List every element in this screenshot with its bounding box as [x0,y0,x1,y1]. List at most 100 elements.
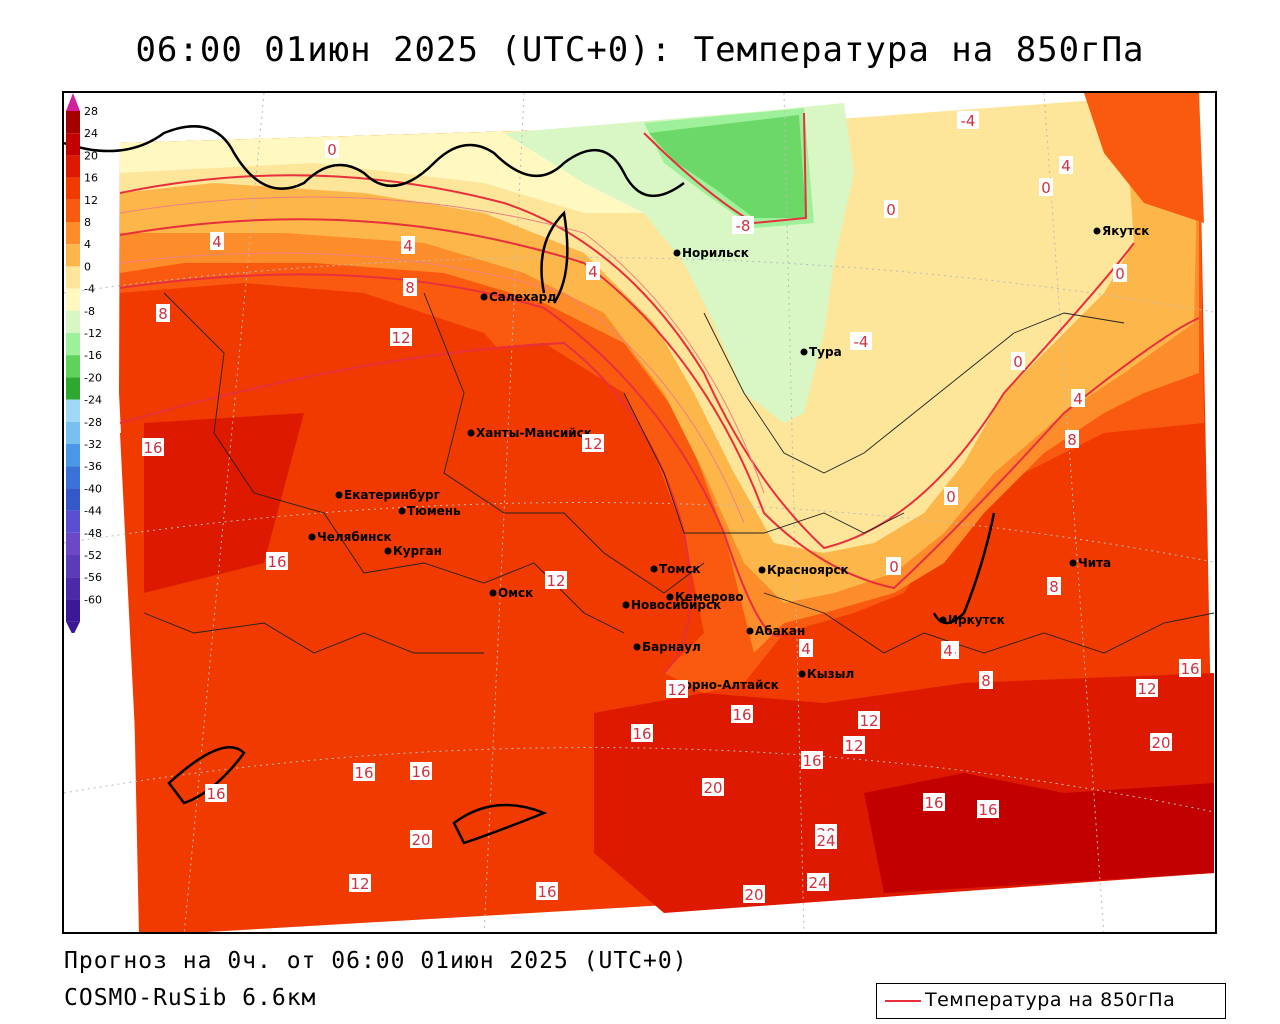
isotherm-label-box [1047,577,1061,595]
isotherm-label: 16 [267,553,286,571]
colorbar-swatch [66,222,80,245]
city-label: Омск [498,586,533,600]
isotherm-label-box [410,762,432,780]
isotherm-label: 16 [632,725,651,743]
city-marker [939,616,947,624]
city-marker [398,507,406,515]
isotherm-label: 8 [1049,578,1059,596]
city-label: Якутск [1102,224,1149,238]
isotherm-label: -8 [736,217,751,235]
city-label: Иркутск [948,613,1005,627]
city-label: Чита [1078,556,1111,570]
city-label: Салехард [489,290,557,304]
colorbar-swatch [66,577,80,600]
isotherm-label: 16 [802,752,821,770]
colorbar-tick-label: 20 [84,149,98,162]
colorbar-swatch [66,133,80,156]
legend-label: Температура на 850гПа [925,989,1176,1011]
colorbar-tick-label: 28 [84,105,98,118]
isotherm-label-box [801,751,823,769]
isotherm-label: 4 [1073,390,1083,408]
colorbar-tick-label: 12 [84,194,98,207]
isotherm-label: 20 [703,779,722,797]
colorbar-tick-label: -24 [84,394,102,407]
colorbar-swatch [66,266,80,289]
temperature-map: Норильск Якутск Салехард Тура Ханты-Мансийск… [62,91,1217,934]
colorbar-swatch [66,111,80,134]
colorbar-tick-label: -8 [84,305,95,318]
isotherm-label: -4 [854,333,869,351]
isotherm-label: 16 [978,801,997,819]
isotherm-label-box [1039,178,1053,196]
isotherm-label: 12 [859,712,878,730]
isotherm-label-box [843,736,865,754]
isotherm-label: 4 [1061,157,1071,175]
city-marker [1093,227,1101,235]
isotherm-label-box [807,873,829,891]
city-label: Ханты-Мансийск [476,426,592,440]
colorbar-tick-label: -28 [84,416,102,429]
isotherm-label-box [944,487,958,505]
isotherm-label: 12 [350,875,369,893]
isotherm-label: 12 [583,435,602,453]
city-label: Екатеринбург [344,488,440,502]
colorbar-swatch [66,310,80,333]
colorbar-tick-label: -56 [84,571,102,584]
colorbar-swatch [66,510,80,533]
city-label: Новосибирск [631,598,721,612]
city-marker [335,491,343,499]
isotherm-label-box [142,438,164,456]
map-title: 06:00 01июн 2025 (UTC+0): Температура на… [135,30,1145,70]
colorbar-tick-label: 0 [84,260,91,273]
city-marker [480,293,488,301]
city-marker [650,565,658,573]
colorbar-tick-label: -36 [84,460,102,473]
isotherm-label-box [732,216,754,234]
city-marker [666,593,674,601]
colorbar-tick-label: 16 [84,172,98,185]
isotherm-label-box [1011,352,1025,370]
isotherm-label-box [957,111,979,129]
city-marker [798,670,806,678]
colorbar-tick-label: -48 [84,527,102,540]
isotherm-label-box [403,278,417,296]
isotherm-label-box [858,711,880,729]
isotherm-label-box [743,885,765,903]
city-marker [800,348,808,356]
isotherm-label-box [1059,156,1073,174]
isotherm-label: 8 [405,279,415,297]
city-marker [1069,559,1077,567]
isotherm-label: 8 [1067,431,1077,449]
model-name: COSMO-RuSib 6.6км [64,985,317,1011]
colorbar-swatch [66,488,80,511]
isotherm-label-box [353,763,375,781]
isotherm-label: 16 [924,794,943,812]
isotherm-label: 4 [212,233,222,251]
colorbar-swatch [66,421,80,444]
isotherm-label-box [731,705,753,723]
isotherm-label-box [631,724,653,742]
colorbar-tick-label: -44 [84,505,102,518]
colorbar-tick-label: -4 [84,283,95,296]
isotherm-label: 0 [1115,265,1125,283]
isotherm-label-box [1136,679,1158,697]
isotherm-label: 20 [411,831,430,849]
isotherm-label: 0 [1041,179,1051,197]
colorbar-swatch [66,333,80,356]
colorbar-swatch [66,377,80,400]
isotherm-label-box [815,831,837,849]
map-canvas: Норильск Якутск Салехард Тура Ханты-Мансийск… [64,93,1215,932]
colorbar-swatch [66,199,80,222]
isotherm-label: 4 [801,640,811,658]
isotherm-label-box [545,571,567,589]
isotherm-label-box [410,830,432,848]
colorbar-tick-label: -12 [84,327,102,340]
colorbar-swatch [66,244,80,267]
isotherm-label: 16 [354,764,373,782]
colorbar-tick-label: -16 [84,349,102,362]
isotherm-label: 20 [744,886,763,904]
colorbar-tick-label: 24 [84,127,98,140]
colorbar-swatch [66,177,80,200]
isotherm-label: 0 [889,558,899,576]
colorbar-max-arrow [66,93,80,111]
